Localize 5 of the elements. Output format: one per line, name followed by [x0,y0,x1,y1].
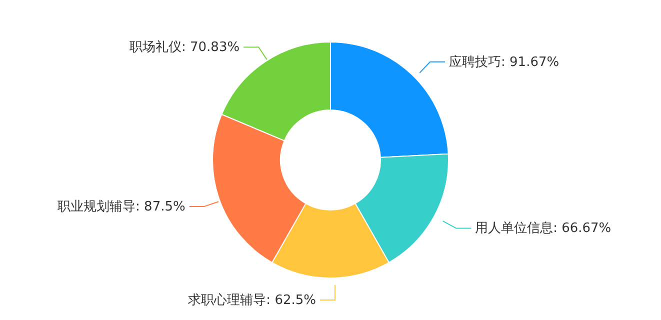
slice-label: 用人单位信息: 66.67% [475,221,612,236]
slice-label: 职业规划辅导: 87.5% [58,199,186,214]
slice-label: 求职心理辅导: 62.5% [188,292,316,308]
slice-label: 职场礼仪: 70.83% [129,40,240,56]
slice-label: 应聘技巧: 91.67% [449,54,560,70]
